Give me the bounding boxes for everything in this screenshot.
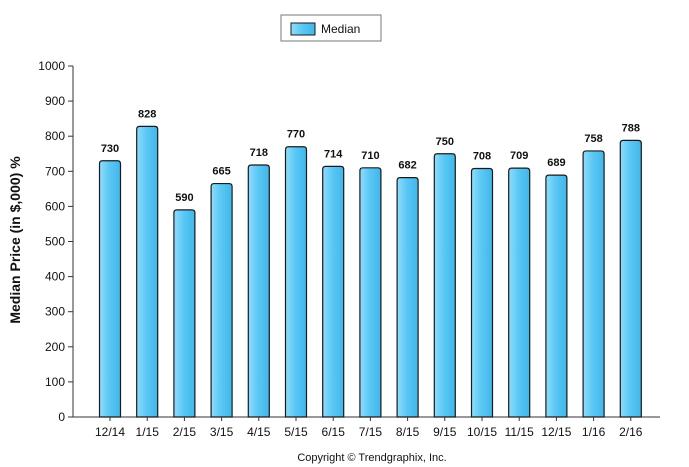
data-label: 714 xyxy=(324,148,343,160)
x-tick-label: 12/14 xyxy=(95,425,125,439)
data-label: 710 xyxy=(361,150,379,162)
bar-1-16 xyxy=(582,150,605,418)
bar-12-15 xyxy=(545,174,568,418)
x-tick-label: 1/15 xyxy=(136,425,160,439)
data-label: 730 xyxy=(101,143,119,155)
bar-5-15 xyxy=(284,146,308,418)
y-tick-label: 200 xyxy=(45,340,65,354)
data-label: 590 xyxy=(175,192,193,204)
data-label: 689 xyxy=(547,157,565,169)
y-axis-title: Median Price (in $,000) % xyxy=(7,156,23,324)
x-tick-label: 2/15 xyxy=(173,425,197,439)
bar-7-15 xyxy=(359,167,382,418)
x-tick-label: 3/15 xyxy=(210,425,234,439)
x-tick-label: 7/15 xyxy=(359,425,383,439)
bar-1-15 xyxy=(136,125,159,418)
data-label: 828 xyxy=(138,108,156,120)
bar-9-15 xyxy=(433,153,456,418)
x-tick-label: 1/16 xyxy=(582,425,606,439)
bar-10-15 xyxy=(470,167,494,418)
data-label: 709 xyxy=(510,150,528,162)
legend-swatch xyxy=(290,22,316,36)
data-label: 718 xyxy=(250,147,268,159)
data-label: 770 xyxy=(287,129,305,141)
legend: Median xyxy=(280,14,382,42)
x-tick-label: 8/15 xyxy=(396,425,420,439)
bar-3-15 xyxy=(210,182,233,418)
bars: 730 828 590 665 718 770 714 710 682 750 708 709 689 7… xyxy=(98,108,642,418)
x-tick-label: 5/15 xyxy=(284,425,308,439)
legend-label: Median xyxy=(321,22,360,36)
data-label: 758 xyxy=(584,133,602,145)
bar-12-14 xyxy=(98,160,122,418)
x-tick-label: 6/15 xyxy=(322,425,346,439)
y-tick-label: 700 xyxy=(45,164,65,178)
copyright-text: Copyright © Trendgraphix, Inc. xyxy=(297,452,446,464)
x-tick-label: 10/15 xyxy=(467,425,497,439)
x-tick-label: 11/15 xyxy=(505,425,534,439)
y-tick-label: 0 xyxy=(58,410,65,424)
data-label: 750 xyxy=(436,136,454,148)
bar-4-15 xyxy=(247,164,270,418)
x-tick-label: 12/15 xyxy=(541,425,571,439)
bar-6-15 xyxy=(322,165,345,418)
y-tick-label: 900 xyxy=(45,94,65,108)
bar-2-16 xyxy=(619,139,642,418)
y-tick-label: 300 xyxy=(45,305,65,319)
x-axis-ticks: 12/14 1/15 2/15 3/15 4/15 5/15 6/15 7/15 8/15 9/1… xyxy=(95,417,643,439)
y-axis-ticks: 0 100 200 300 400 500 600 700 800 900 1000 xyxy=(38,59,73,424)
bar-11-15 xyxy=(508,167,531,418)
bar-2-15 xyxy=(173,209,196,418)
y-tick-label: 500 xyxy=(45,235,65,249)
bar-8-15 xyxy=(396,177,419,418)
y-tick-label: 100 xyxy=(45,375,65,389)
x-tick-label: 2/16 xyxy=(619,425,643,439)
y-tick-label: 800 xyxy=(45,129,65,143)
data-label: 788 xyxy=(622,122,640,134)
data-label: 665 xyxy=(212,166,230,178)
x-tick-label: 4/15 xyxy=(247,425,271,439)
data-label: 708 xyxy=(473,150,491,162)
y-tick-label: 400 xyxy=(45,270,65,284)
y-tick-label: 1000 xyxy=(38,59,65,73)
data-label: 682 xyxy=(398,160,416,172)
y-tick-label: 600 xyxy=(45,199,65,213)
x-tick-label: 9/15 xyxy=(433,425,457,439)
